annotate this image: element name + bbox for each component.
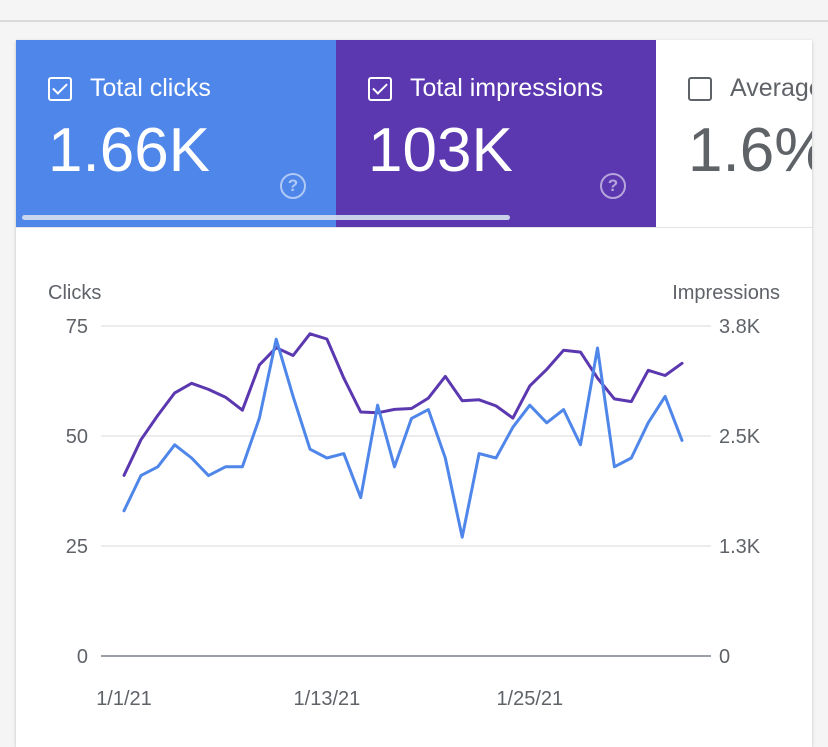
tiles-scrollbar[interactable]: [22, 215, 510, 220]
left-tick-label: 50: [66, 426, 88, 448]
x-tick-label: 1/25/21: [496, 688, 563, 710]
average-ctr-value: 1.6%: [688, 116, 812, 185]
average-ctr-checkbox[interactable]: [688, 76, 712, 101]
x-tick-label: 1/1/21: [96, 688, 152, 710]
total-clicks-checkbox[interactable]: [48, 76, 72, 101]
clicks-series-line: [122, 337, 684, 539]
average-ctr-tile[interactable]: Average CTR 1.6%: [656, 40, 812, 227]
chart-gridlines: [101, 325, 711, 657]
tiles-divider: [16, 227, 812, 228]
average-ctr-label: Average CTR: [730, 74, 812, 102]
left-tick-label: 0: [77, 646, 88, 668]
right-tick-label: 1.3K: [719, 536, 761, 558]
total-clicks-label: Total clicks: [90, 74, 211, 102]
average-ctr-header[interactable]: Average CTR: [688, 74, 812, 103]
total-impressions-checkbox[interactable]: [368, 76, 392, 101]
right-tick-label: 3.8K: [719, 316, 761, 338]
left-tick-label: 75: [66, 316, 88, 338]
total-impressions-value: 103K: [368, 116, 513, 185]
chart-tick-labels: 0 0 25 1.3K 50 2.5K 75 3.8K 1/1/21 1/13/21 1/25/21: [66, 316, 761, 710]
total-clicks-value: 1.66K: [48, 116, 211, 185]
right-axis-label: Impressions: [672, 282, 780, 304]
performance-chart: Clicks Impressions 0 0 25 1.3K 50 2.5K 75 3.8K 1…: [48, 282, 780, 710]
total-impressions-header[interactable]: Total impressions: [368, 74, 603, 103]
x-tick-label: 1/13/21: [294, 688, 361, 710]
left-axis-label: Clicks: [48, 282, 101, 304]
total-impressions-tile[interactable]: Total impressions 103K ?: [336, 40, 656, 227]
left-tick-label: 25: [66, 536, 88, 558]
help-icon[interactable]: ?: [600, 173, 626, 199]
impressions-series-line: [122, 332, 684, 477]
total-clicks-header[interactable]: Total clicks: [48, 74, 211, 103]
performance-card: Total clicks 1.66K ? Total impressions 1…: [16, 40, 812, 747]
top-divider: [0, 20, 828, 22]
chart-series: [122, 332, 684, 539]
help-icon[interactable]: ?: [280, 173, 306, 199]
total-clicks-tile[interactable]: Total clicks 1.66K ?: [16, 40, 336, 227]
right-tick-label: 0: [719, 646, 730, 668]
right-tick-label: 2.5K: [719, 426, 761, 448]
total-impressions-label: Total impressions: [410, 74, 604, 102]
